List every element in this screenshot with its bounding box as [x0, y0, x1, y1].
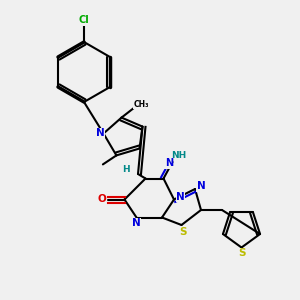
Text: Cl: Cl	[79, 15, 89, 26]
Text: N: N	[95, 128, 104, 139]
Text: N: N	[165, 158, 173, 169]
Text: S: S	[179, 226, 187, 237]
Text: N: N	[176, 191, 185, 202]
Text: N: N	[132, 218, 141, 229]
Text: N: N	[196, 181, 206, 191]
Text: NH: NH	[171, 151, 186, 160]
Text: S: S	[238, 248, 245, 259]
Text: CH₃: CH₃	[134, 100, 149, 109]
Text: O: O	[97, 194, 106, 205]
Text: H: H	[122, 165, 130, 174]
